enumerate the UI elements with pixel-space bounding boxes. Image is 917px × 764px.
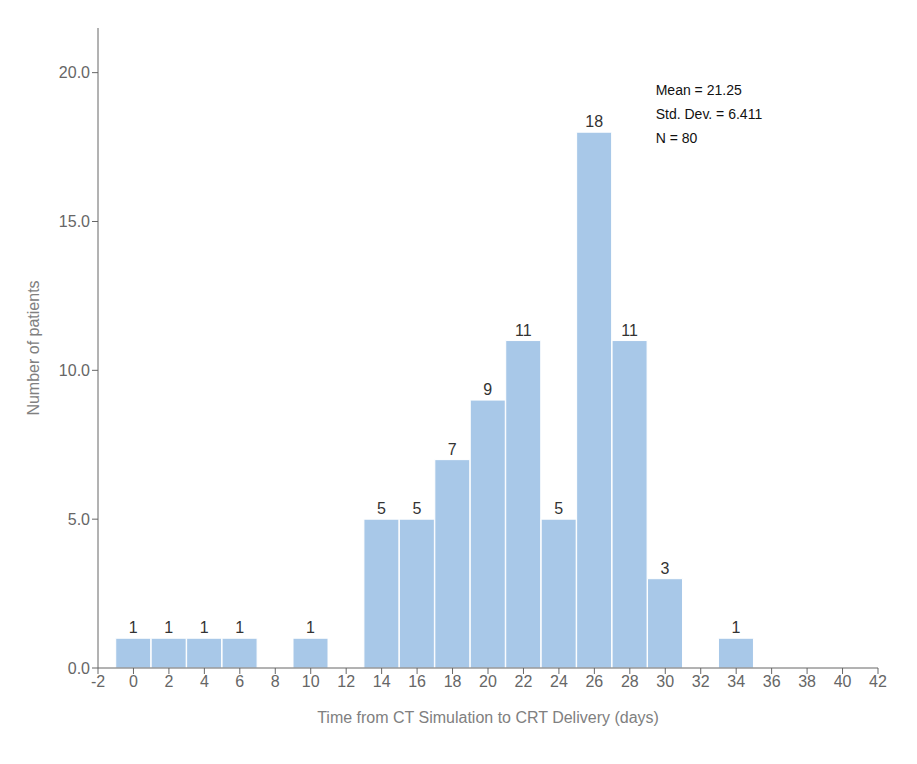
svg-text:18: 18 (444, 673, 462, 690)
svg-text:7: 7 (448, 441, 457, 458)
svg-text:1: 1 (200, 619, 209, 636)
svg-text:10: 10 (302, 673, 320, 690)
svg-text:12: 12 (337, 673, 355, 690)
svg-text:Time from CT Simulation to CRT: Time from CT Simulation to CRT Delivery … (317, 709, 659, 726)
svg-text:5: 5 (412, 500, 421, 517)
svg-text:10.0: 10.0 (59, 362, 90, 379)
svg-text:1: 1 (129, 619, 138, 636)
svg-text:26: 26 (585, 673, 603, 690)
svg-text:1: 1 (164, 619, 173, 636)
svg-text:34: 34 (727, 673, 745, 690)
svg-text:24: 24 (550, 673, 568, 690)
svg-text:22: 22 (515, 673, 533, 690)
svg-text:3: 3 (661, 560, 670, 577)
svg-text:6: 6 (235, 673, 244, 690)
html-text:Mean = 21.25: Mean = 21.25 (655, 82, 742, 99)
svg-text:15.0: 15.0 (59, 213, 90, 230)
svg-text:11: 11 (621, 322, 638, 339)
svg-text:38: 38 (798, 673, 816, 690)
svg-text:36: 36 (763, 673, 781, 690)
html-text:Std. Dev. = 6.411: Std. Dev. = 6.411 (655, 106, 763, 122)
svg-text:5.0: 5.0 (68, 511, 90, 528)
svg-text:1: 1 (235, 619, 244, 636)
svg-text:42: 42 (869, 673, 887, 690)
svg-text:Number of patients: Number of patients (25, 280, 42, 415)
svg-text:0.0: 0.0 (68, 660, 90, 677)
svg-text:20.0: 20.0 (59, 64, 90, 81)
svg-text:14: 14 (373, 673, 391, 690)
html-text:N = 80: N = 80 (655, 129, 698, 146)
svg-text:20: 20 (479, 673, 497, 690)
svg-text:4: 4 (200, 673, 209, 690)
svg-text:11: 11 (515, 322, 532, 339)
svg-text:1: 1 (306, 619, 315, 636)
svg-text:18: 18 (585, 113, 603, 130)
svg-text:5: 5 (377, 500, 386, 517)
svg-text:1: 1 (732, 619, 741, 636)
svg-text:-2: -2 (91, 673, 105, 690)
svg-text:5: 5 (554, 500, 563, 517)
svg-text:32: 32 (692, 673, 710, 690)
svg-text:28: 28 (621, 673, 639, 690)
svg-text:2: 2 (164, 673, 173, 690)
svg-text:30: 30 (656, 673, 674, 690)
svg-text:8: 8 (271, 673, 280, 690)
svg-text:16: 16 (408, 673, 426, 690)
svg-text:9: 9 (483, 381, 492, 398)
svg-text:40: 40 (834, 673, 852, 690)
svg-text:0: 0 (129, 673, 138, 690)
